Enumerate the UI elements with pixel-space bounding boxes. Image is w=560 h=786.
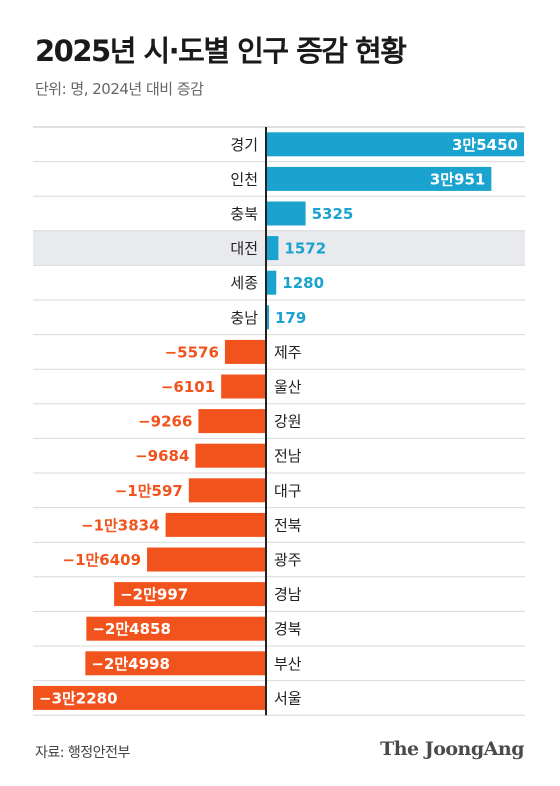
source-note: 자료: 행정안전부 (35, 745, 130, 761)
region-label: 제주 (274, 343, 302, 361)
publisher-logo: The JoongAng (380, 738, 524, 760)
region-label: 전남 (274, 447, 302, 465)
bar-row: 부산 −2만4998 (85, 651, 302, 676)
value-label: −2만4998 (91, 655, 170, 673)
value-label: 1280 (282, 274, 324, 292)
bar-row: 충북 5325 (230, 201, 354, 226)
region-label: 전북 (274, 516, 302, 534)
region-label: 경북 (274, 620, 302, 638)
value-label: 3만5450 (452, 136, 518, 154)
chart-subtitle: 단위: 명, 2024년 대비 증감 (35, 80, 204, 98)
value-label: −1만3834 (81, 516, 160, 534)
region-label: 충남 (230, 309, 258, 327)
region-label: 서울 (274, 689, 302, 707)
highlight-row-bg (33, 230, 525, 266)
value-label: −1만6409 (63, 551, 142, 569)
bar-row: 서울 −3만2280 (33, 685, 302, 710)
bar-negative (33, 685, 265, 710)
region-label: 경기 (230, 136, 258, 154)
bar-row: 대전 1572 (230, 236, 326, 261)
value-label: 1572 (284, 240, 326, 258)
bar-positive (267, 132, 524, 157)
bar-row: 광주 −1만6409 (63, 547, 302, 572)
bar-row: 충남 179 (230, 305, 306, 330)
bar-negative (147, 547, 265, 572)
bar-row: 제주 −5576 (165, 339, 302, 364)
bar-row: 경기 3만5450 (230, 132, 524, 157)
bar-row: 인천 3만951 (230, 166, 492, 191)
bar-negative (86, 616, 266, 641)
value-label: 5325 (312, 205, 354, 223)
region-label: 충북 (230, 205, 258, 223)
bar-positive (267, 236, 279, 261)
value-label: 179 (275, 309, 306, 327)
bar-positive (267, 270, 277, 295)
value-label: −2만4858 (92, 620, 171, 638)
value-label: 3만951 (430, 170, 486, 188)
page-title: 2025년 시·도별 인구 증감 현황 (35, 34, 407, 68)
region-label: 강원 (274, 413, 302, 431)
bar-negative (114, 582, 265, 607)
bar-negative (85, 651, 266, 676)
value-label: −9684 (135, 447, 189, 465)
bar-positive (267, 305, 269, 330)
bar-row: 울산 −6101 (161, 374, 302, 399)
region-label: 인천 (230, 170, 258, 188)
bar-negative (221, 374, 265, 399)
bar-row: 대구 −1만597 (115, 478, 302, 503)
bar-row: 강원 −9266 (138, 409, 302, 434)
bar-negative (198, 409, 265, 434)
bar-row: 경남 −2만997 (114, 582, 302, 607)
region-label: 대구 (274, 482, 302, 500)
bar-row: 세종 1280 (230, 270, 324, 295)
bar-negative (195, 443, 265, 468)
region-label: 광주 (274, 551, 302, 569)
bar-negative (224, 339, 265, 364)
bar-row: 경북 −2만4858 (86, 616, 302, 641)
bar-row: 전북 −1만3834 (81, 512, 302, 537)
region-label: 울산 (274, 378, 302, 396)
value-label: −9266 (138, 413, 192, 431)
bar-positive (267, 166, 492, 191)
value-label: −2만997 (120, 586, 188, 604)
bar-negative (165, 512, 265, 537)
region-label: 세종 (230, 274, 258, 292)
region-label: 경남 (274, 586, 302, 604)
bar-negative (188, 478, 265, 503)
region-label: 부산 (274, 655, 302, 673)
value-label: −5576 (165, 343, 219, 361)
value-label: −1만597 (115, 482, 183, 500)
region-label: 대전 (230, 240, 258, 258)
bar-row: 전남 −9684 (135, 443, 302, 468)
value-label: −3만2280 (39, 689, 118, 707)
value-label: −6101 (161, 378, 215, 396)
bar-positive (267, 201, 306, 226)
